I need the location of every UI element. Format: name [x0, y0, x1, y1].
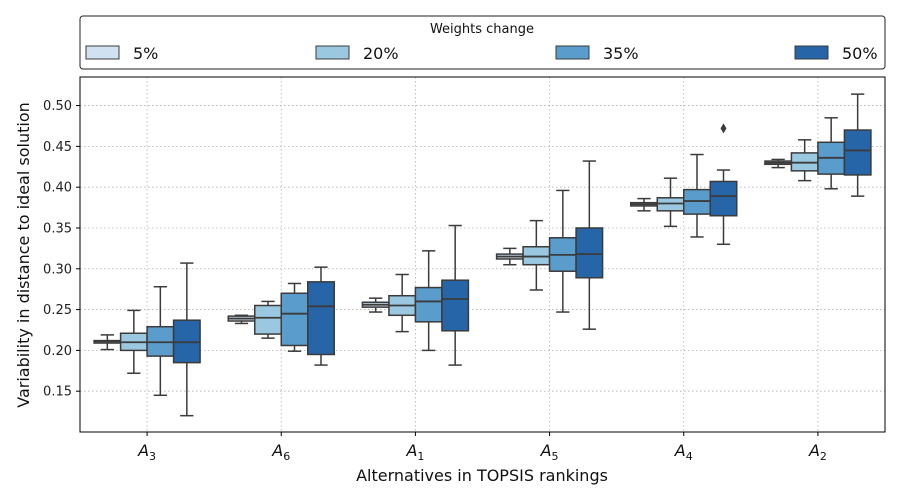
legend: Weights change 5% 20% 35% 50% — [79, 15, 886, 70]
box-iqr — [414, 286, 443, 323]
y-tick-label: 0.40 — [43, 181, 72, 196]
outlier-marker — [720, 123, 727, 134]
box-35pct-A1 — [414, 250, 443, 352]
legend-entry: 50% — [794, 44, 878, 63]
legend-entries: 5% 20% 35% 50% — [85, 44, 878, 63]
legend-entry: 20% — [315, 44, 399, 63]
legend-label: 50% — [842, 44, 878, 63]
plot-area — [80, 77, 885, 432]
legend-label: 35% — [603, 44, 639, 63]
box-iqr — [843, 129, 872, 176]
legend-swatch — [85, 45, 120, 60]
box-20pct-A1 — [388, 273, 417, 333]
box-iqr — [307, 281, 335, 356]
box-iqr — [280, 292, 309, 347]
box-iqr — [709, 180, 738, 217]
x-tick-label: A3 — [137, 441, 156, 463]
plot-frame — [79, 76, 886, 433]
box-iqr — [575, 227, 604, 279]
x-tick-label: A4 — [674, 441, 693, 463]
x-axis-title: Alternatives in TOPSIS rankings — [356, 466, 608, 485]
y-axis-title: Variability in distance to ideal solutio… — [14, 102, 33, 408]
y-tick-label: 0.30 — [43, 262, 72, 277]
box-20pct-A2 — [790, 139, 819, 182]
x-tick-label: A6 — [271, 441, 290, 463]
legend-title: Weights change — [430, 22, 534, 37]
y-tick-label: 0.25 — [43, 303, 72, 318]
box-35pct-A4 — [683, 153, 711, 238]
legend-swatch — [315, 45, 350, 60]
y-tick-label: 0.50 — [43, 99, 72, 114]
box-20pct-A6 — [254, 300, 282, 339]
box-50pct-A6 — [307, 266, 335, 366]
y-tick-label: 0.45 — [43, 140, 72, 155]
y-tick-label: 0.15 — [43, 385, 72, 400]
box-iqr — [254, 304, 282, 335]
legend-swatch — [555, 45, 590, 60]
box-35pct-A3 — [146, 285, 175, 397]
box-50pct-A3 — [172, 262, 201, 417]
box-series — [93, 93, 872, 417]
box-50pct-A4 — [709, 123, 738, 246]
legend-label: 5% — [133, 44, 158, 63]
box-50pct-A2 — [843, 93, 872, 197]
box-50pct-A5 — [575, 160, 604, 330]
box-50pct-A1 — [441, 224, 470, 366]
box-35pct-A5 — [548, 189, 577, 313]
box-20pct-A5 — [522, 219, 551, 291]
x-tick-label: A2 — [808, 441, 827, 463]
box-35pct-A6 — [280, 282, 309, 352]
x-tick-label: A1 — [405, 441, 424, 463]
y-axis: 0.15 0.20 0.25 0.30 0.35 0.40 0.45 0.50 — [43, 99, 80, 400]
legend-label: 20% — [363, 44, 399, 63]
x-axis: A3 A6 A1 A5 A4 A2 — [137, 432, 827, 463]
box-5pct-A4 — [630, 197, 658, 212]
box-20pct-A3 — [119, 309, 148, 374]
legend-entry: 5% — [85, 44, 158, 63]
legend-frame — [79, 15, 886, 70]
box-20pct-A4 — [656, 177, 685, 228]
legend-entry: 35% — [555, 44, 639, 63]
box-iqr — [441, 279, 470, 332]
x-tick-label: A5 — [540, 441, 559, 463]
y-tick-label: 0.35 — [43, 221, 72, 236]
legend-swatch — [794, 45, 829, 60]
y-tick-label: 0.20 — [43, 344, 72, 359]
